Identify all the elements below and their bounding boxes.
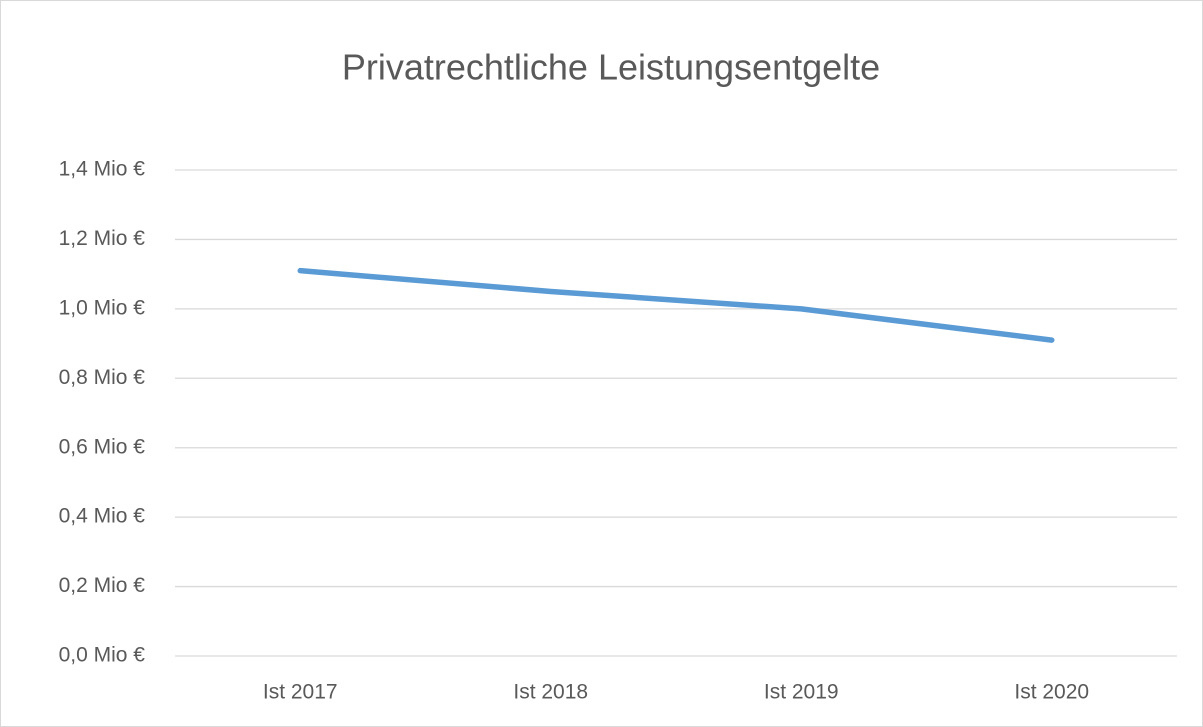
- x-tick-label: Ist 2017: [263, 681, 338, 704]
- y-tick-label: 0,6 Mio €: [59, 435, 146, 458]
- x-tick-label: Ist 2019: [764, 681, 839, 704]
- x-tick-label: Ist 2020: [1014, 681, 1089, 704]
- y-tick-label: 1,0 Mio €: [59, 296, 146, 319]
- x-tick-label: Ist 2018: [513, 681, 588, 704]
- y-tick-label: 1,4 Mio €: [59, 158, 146, 181]
- y-tick-label: 0,2 Mio €: [59, 574, 146, 597]
- data-line: [297, 267, 1055, 343]
- y-tick-label: 1,2 Mio €: [59, 227, 146, 250]
- chart-title: Privatrechtliche Leistungsentgelte: [342, 47, 880, 88]
- y-tick-label: 0,8 Mio €: [59, 366, 146, 389]
- y-tick-label: 0,4 Mio €: [59, 505, 146, 528]
- y-tick-label: 0,0 Mio €: [59, 644, 146, 667]
